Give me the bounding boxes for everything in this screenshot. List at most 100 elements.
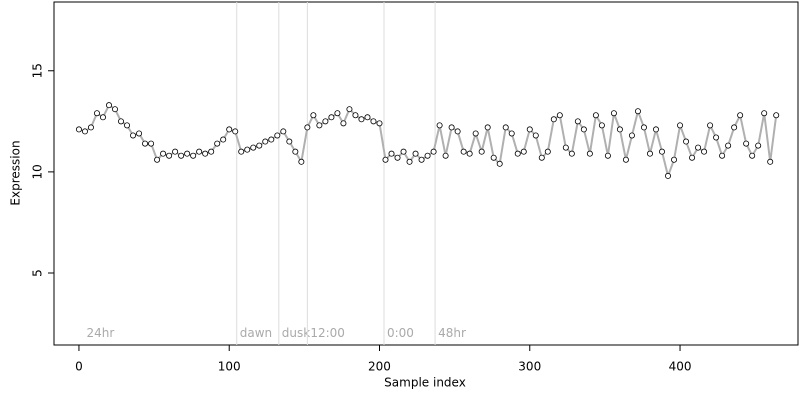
point [382,156,389,163]
point [538,154,545,161]
point [112,106,119,113]
point [340,120,347,127]
point [610,110,617,117]
y-tick-label: 5 [31,269,45,277]
point [448,124,455,131]
x-axis-label: Sample index [384,376,466,390]
point [454,128,461,135]
point [352,112,359,119]
point [701,148,708,155]
point [142,140,149,147]
point [484,124,491,131]
point [208,148,215,155]
plot-box [53,1,799,346]
point [358,116,365,123]
point [598,122,605,129]
point [466,150,473,157]
point [274,132,281,139]
point [99,114,106,121]
point [665,172,672,179]
point [586,150,593,157]
point [442,152,449,159]
point [75,126,82,133]
point [472,130,479,137]
point [256,142,263,149]
point [580,126,587,133]
x-tick-label: 300 [518,360,541,374]
point [677,122,684,129]
point [172,148,179,155]
point [214,140,221,147]
point [310,112,317,119]
point [544,148,551,155]
point [460,148,467,155]
point [166,152,173,159]
point [418,156,425,163]
event-label: dusk [282,326,310,340]
point [646,150,653,157]
point [689,154,696,161]
point [244,146,251,153]
point [87,124,94,131]
point [424,152,431,159]
point [292,148,299,155]
point [562,144,569,151]
point [286,138,293,145]
point [400,148,407,155]
point [268,136,275,143]
x-tick-label: 400 [669,360,692,374]
point [124,122,131,129]
point [202,150,209,157]
point [737,112,744,119]
point [634,108,641,115]
point [725,142,732,149]
point [93,110,100,117]
point [334,110,341,117]
event-label: dawn [240,326,272,340]
point [130,132,137,139]
point [226,126,233,133]
point [388,150,395,157]
point [707,122,714,129]
point [659,148,666,155]
point [526,126,533,133]
event-label: 24hr [86,326,114,340]
point [773,112,780,119]
point [755,142,762,149]
point [622,156,629,163]
point [196,148,203,155]
point [178,152,185,159]
point [436,122,443,129]
event-label: 0:00 [387,326,414,340]
point [683,138,690,145]
point [496,160,503,167]
point [148,140,155,147]
point [719,152,726,159]
point [280,128,287,135]
x-tick-label: 0 [75,360,83,374]
event-label: 12:00 [310,326,345,340]
point [671,156,678,163]
point [370,118,377,125]
point [502,124,509,131]
point [568,150,575,157]
point [364,114,371,121]
point [376,120,383,127]
point [749,152,756,159]
point [105,102,112,109]
point [520,148,527,155]
point [761,110,768,117]
point [731,124,738,131]
point [406,158,413,165]
point [550,116,557,123]
point [508,130,515,137]
y-axis-label: Expression [9,140,23,205]
point [262,138,269,145]
x-tick-label: 200 [368,360,391,374]
point [232,128,239,135]
point [298,158,305,165]
point [346,106,353,113]
point [304,124,311,131]
point [695,144,702,151]
